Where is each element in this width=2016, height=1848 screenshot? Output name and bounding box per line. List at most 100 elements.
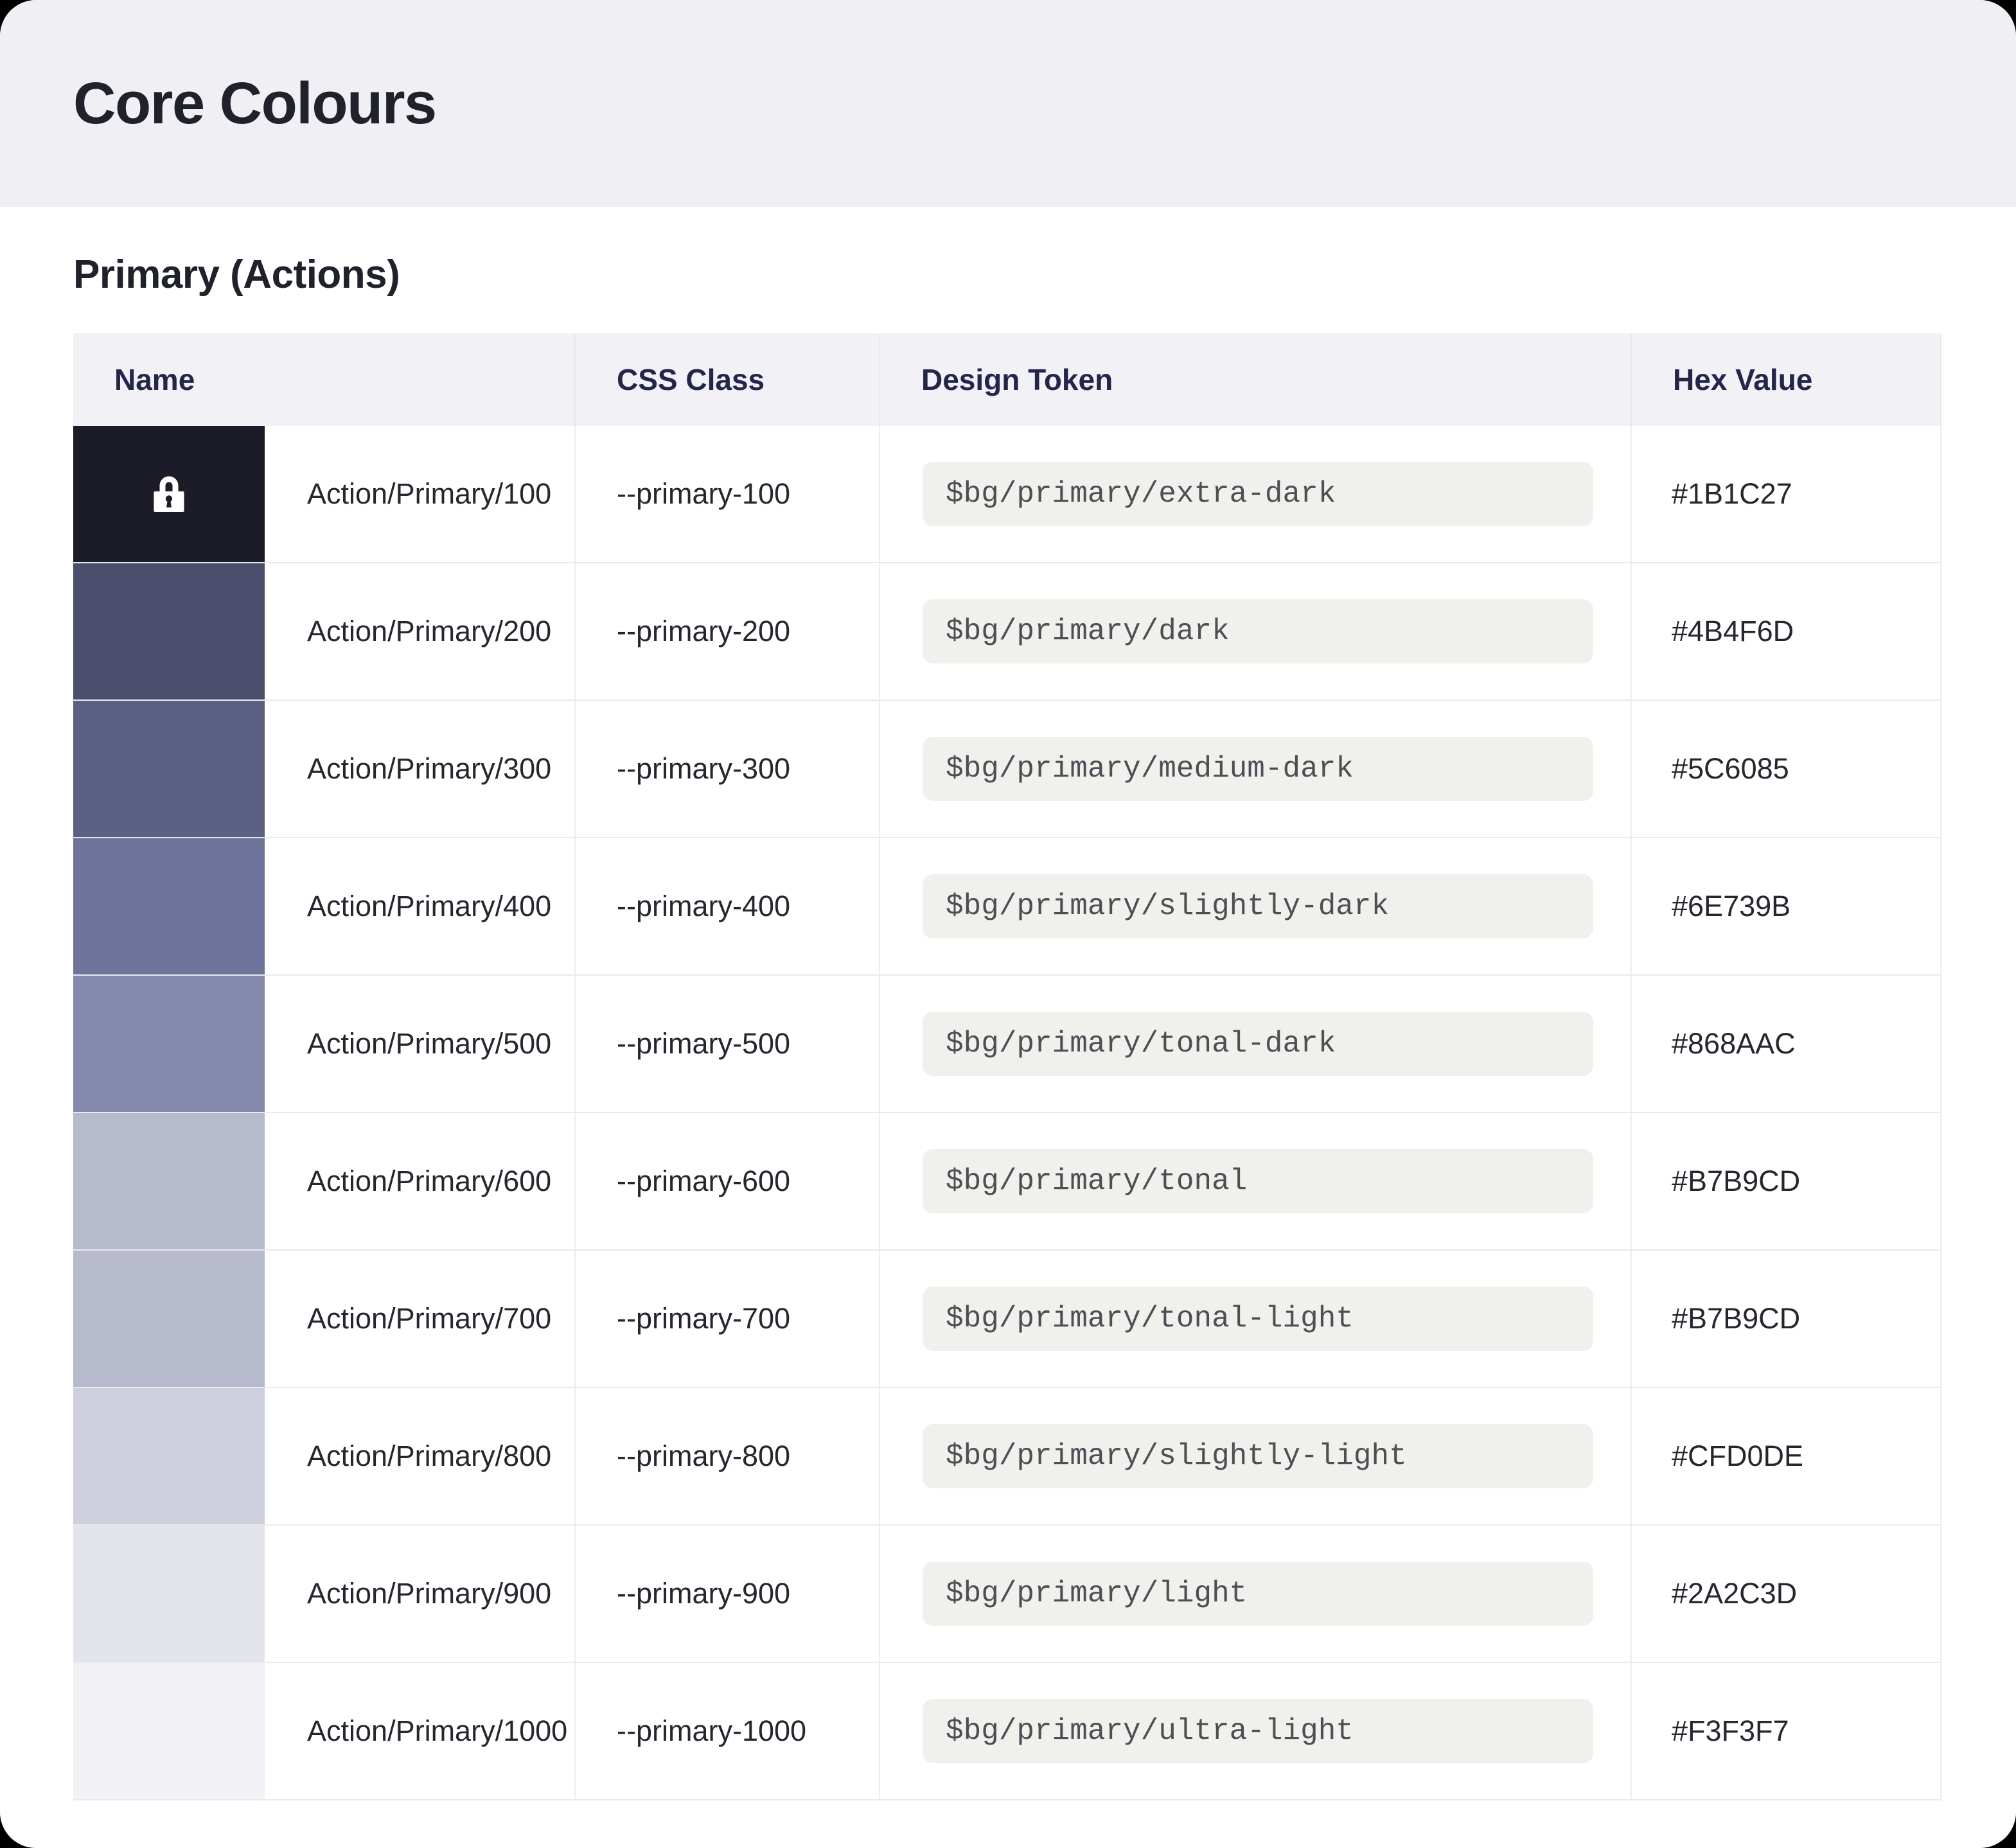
css-class: --primary-600 bbox=[617, 1165, 791, 1197]
hex-value-cell: #5C6085 bbox=[1632, 701, 1941, 837]
lock-icon bbox=[154, 476, 184, 512]
design-token-cell: $bg/primary/tonal bbox=[880, 1113, 1632, 1249]
css-class-cell: --primary-300 bbox=[576, 701, 880, 837]
hex-value-cell: #2A2C3D bbox=[1632, 1526, 1941, 1662]
colour-name: Action/Primary/500 bbox=[307, 1027, 552, 1060]
hex-value: #868AAC bbox=[1672, 1027, 1796, 1060]
colour-swatch bbox=[73, 701, 265, 837]
design-token: $bg/primary/tonal-light bbox=[923, 1287, 1593, 1351]
design-token-cell: $bg/primary/dark bbox=[880, 563, 1632, 700]
design-token: $bg/primary/tonal bbox=[923, 1149, 1593, 1213]
css-class-cell: --primary-500 bbox=[576, 976, 880, 1112]
name-cell: Action/Primary/1000 bbox=[73, 1663, 576, 1799]
hex-value: #1B1C27 bbox=[1672, 477, 1792, 510]
design-token-cell: $bg/primary/slightly-light bbox=[880, 1388, 1632, 1524]
colour-swatch bbox=[73, 1526, 265, 1662]
css-class: --primary-800 bbox=[617, 1439, 791, 1472]
page-header: Core Colours bbox=[0, 0, 2016, 207]
design-token: $bg/primary/tonal-dark bbox=[923, 1012, 1593, 1076]
hex-value-cell: #1B1C27 bbox=[1632, 426, 1941, 562]
table-body: Action/Primary/100 --primary-100 $bg/pri… bbox=[73, 426, 1941, 1799]
css-class-cell: --primary-900 bbox=[576, 1526, 880, 1662]
colour-name: Action/Primary/300 bbox=[307, 752, 552, 785]
design-token-cell: $bg/primary/slightly-dark bbox=[880, 838, 1632, 974]
css-class-cell: --primary-800 bbox=[576, 1388, 880, 1524]
section-title: Primary (Actions) bbox=[73, 252, 400, 297]
css-class: --primary-400 bbox=[617, 890, 791, 922]
css-class-cell: --primary-700 bbox=[576, 1251, 880, 1387]
css-class: --primary-200 bbox=[617, 615, 791, 647]
colour-swatch bbox=[73, 1251, 265, 1387]
design-token-cell: $bg/primary/ultra-light bbox=[880, 1663, 1632, 1799]
name-cell: Action/Primary/700 bbox=[73, 1251, 576, 1387]
table-row: Action/Primary/100 --primary-100 $bg/pri… bbox=[73, 426, 1941, 562]
css-class: --primary-700 bbox=[617, 1302, 791, 1335]
hex-value-cell: #CFD0DE bbox=[1632, 1388, 1941, 1524]
hex-value-cell: #4B4F6D bbox=[1632, 563, 1941, 700]
colour-name: Action/Primary/1000 bbox=[307, 1714, 568, 1747]
hex-value: #CFD0DE bbox=[1672, 1439, 1804, 1472]
design-token: $bg/primary/dark bbox=[923, 599, 1593, 664]
css-class: --primary-1000 bbox=[617, 1714, 807, 1747]
design-token: $bg/primary/slightly-light bbox=[923, 1424, 1593, 1488]
column-header-hex-value: Hex Value bbox=[1632, 333, 1941, 426]
hex-value: #2A2C3D bbox=[1672, 1577, 1798, 1610]
css-class-cell: --primary-200 bbox=[576, 563, 880, 700]
name-cell: Action/Primary/900 bbox=[73, 1526, 576, 1662]
table-row: Action/Primary/700 --primary-700 $bg/pri… bbox=[73, 1249, 1941, 1387]
table-row: Action/Primary/800 --primary-800 $bg/pri… bbox=[73, 1387, 1941, 1524]
css-class-cell: --primary-600 bbox=[576, 1113, 880, 1249]
colour-swatch bbox=[73, 563, 265, 700]
hex-value-cell: #868AAC bbox=[1632, 976, 1941, 1112]
hex-value-cell: #F3F3F7 bbox=[1632, 1663, 1941, 1799]
design-token-cell: $bg/primary/tonal-dark bbox=[880, 976, 1632, 1112]
name-cell: Action/Primary/500 bbox=[73, 976, 576, 1112]
colour-name: Action/Primary/200 bbox=[307, 615, 552, 647]
hex-value-cell: #B7B9CD bbox=[1632, 1251, 1941, 1387]
colour-swatch bbox=[73, 838, 265, 974]
name-cell: Action/Primary/800 bbox=[73, 1388, 576, 1524]
colour-swatch bbox=[73, 976, 265, 1112]
name-cell: Action/Primary/300 bbox=[73, 701, 576, 837]
name-cell: Action/Primary/600 bbox=[73, 1113, 576, 1249]
content-area: Primary (Actions) Name CSS Class Design … bbox=[0, 207, 2016, 1848]
column-header-design-token: Design Token bbox=[880, 333, 1632, 426]
table-row: Action/Primary/1000 --primary-1000 $bg/p… bbox=[73, 1662, 1941, 1799]
table-row: Action/Primary/900 --primary-900 $bg/pri… bbox=[73, 1524, 1941, 1662]
hex-value: #B7B9CD bbox=[1672, 1165, 1801, 1197]
design-token-cell: $bg/primary/extra-dark bbox=[880, 426, 1632, 562]
colour-swatch bbox=[73, 426, 265, 562]
hex-value: #4B4F6D bbox=[1672, 615, 1794, 647]
column-header-name: Name bbox=[73, 333, 576, 426]
hex-value: #5C6085 bbox=[1672, 752, 1789, 785]
css-class-cell: --primary-100 bbox=[576, 426, 880, 562]
table-row: Action/Primary/600 --primary-600 $bg/pri… bbox=[73, 1112, 1941, 1249]
name-cell: Action/Primary/200 bbox=[73, 563, 576, 700]
colour-name: Action/Primary/600 bbox=[307, 1165, 552, 1197]
css-class-cell: --primary-400 bbox=[576, 838, 880, 974]
design-token: $bg/primary/extra-dark bbox=[923, 462, 1593, 526]
table-row: Action/Primary/200 --primary-200 $bg/pri… bbox=[73, 562, 1941, 700]
colour-table: Name CSS Class Design Token Hex Value Ac… bbox=[73, 333, 1941, 1800]
design-token-cell: $bg/primary/tonal-light bbox=[880, 1251, 1632, 1387]
hex-value-cell: #B7B9CD bbox=[1632, 1113, 1941, 1249]
colour-name: Action/Primary/700 bbox=[307, 1302, 552, 1335]
css-class: --primary-300 bbox=[617, 752, 791, 785]
colour-swatch bbox=[73, 1388, 265, 1524]
design-token-cell: $bg/primary/light bbox=[880, 1526, 1632, 1662]
design-token-cell: $bg/primary/medium-dark bbox=[880, 701, 1632, 837]
name-cell: Action/Primary/100 bbox=[73, 426, 576, 562]
table-row: Action/Primary/300 --primary-300 $bg/pri… bbox=[73, 700, 1941, 837]
colour-name: Action/Primary/900 bbox=[307, 1577, 552, 1610]
css-class: --primary-100 bbox=[617, 477, 791, 510]
design-token: $bg/primary/slightly-dark bbox=[923, 874, 1593, 938]
hex-value: #B7B9CD bbox=[1672, 1302, 1801, 1335]
design-token: $bg/primary/ultra-light bbox=[923, 1699, 1593, 1763]
design-token: $bg/primary/medium-dark bbox=[923, 737, 1593, 801]
hex-value-cell: #6E739B bbox=[1632, 838, 1941, 974]
table-header-row: Name CSS Class Design Token Hex Value bbox=[73, 333, 1941, 426]
table-row: Action/Primary/400 --primary-400 $bg/pri… bbox=[73, 837, 1941, 974]
design-token: $bg/primary/light bbox=[923, 1562, 1593, 1626]
colour-name: Action/Primary/800 bbox=[307, 1439, 552, 1472]
